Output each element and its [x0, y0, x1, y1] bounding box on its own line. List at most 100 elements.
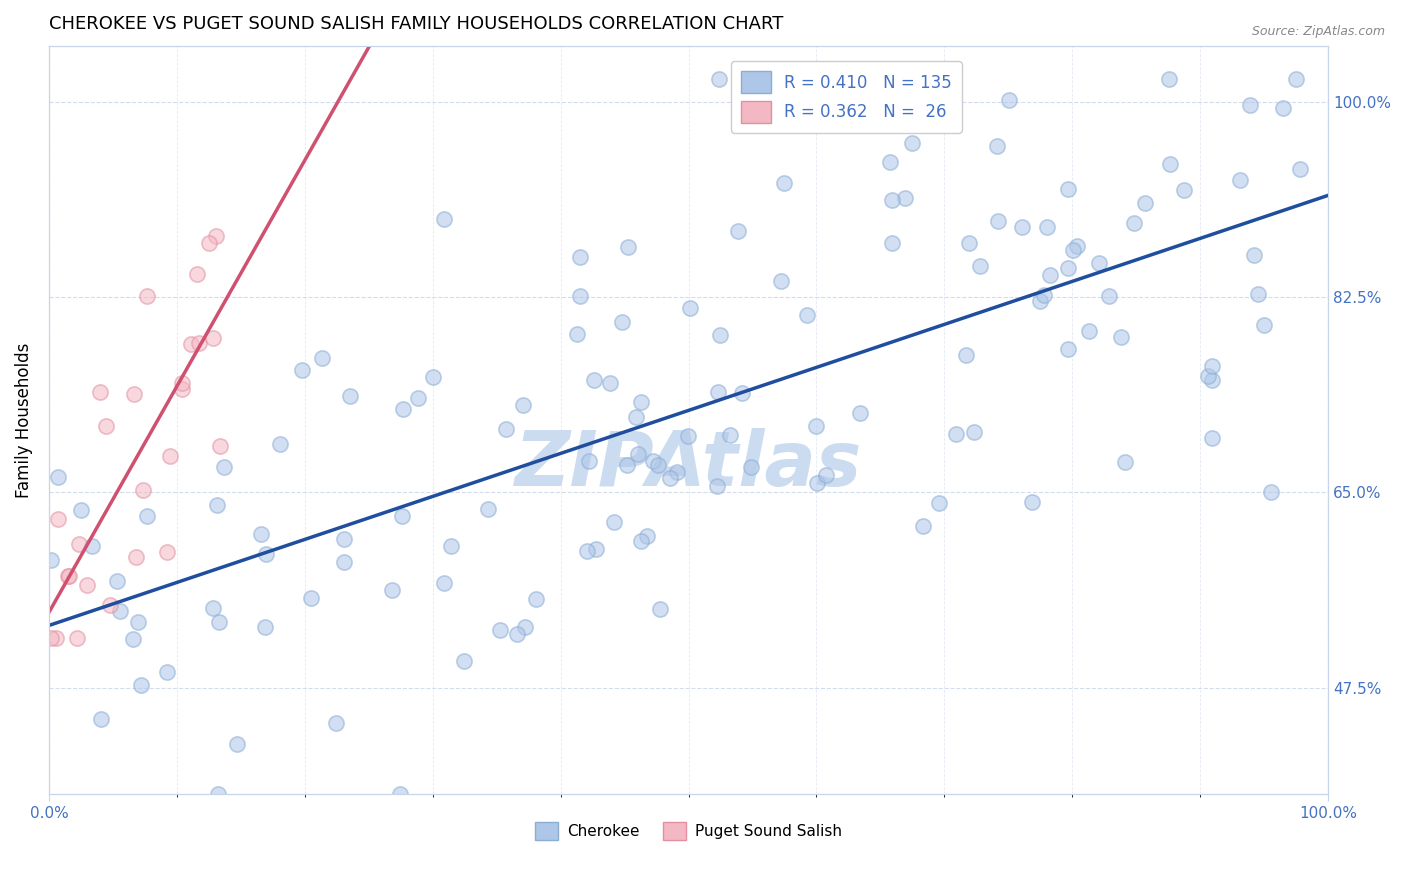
Point [489, 623, 512, 637]
Point [299, 591, 322, 605]
Point [66, 631, 89, 645]
Point [291, 363, 314, 377]
Point [127, 615, 149, 629]
Point [901, 136, 924, 150]
Point [132, 483, 155, 497]
Point [1062, 243, 1084, 257]
Point [80, 540, 103, 554]
Point [626, 409, 648, 424]
Point [945, 427, 967, 442]
Point [1197, 368, 1219, 383]
Point [627, 447, 650, 461]
Point [1029, 293, 1052, 308]
Point [647, 458, 669, 472]
Point [969, 260, 991, 274]
Point [254, 547, 277, 561]
Point [1201, 431, 1223, 445]
Point [882, 236, 904, 251]
Point [718, 428, 741, 442]
Point [45, 631, 67, 645]
Point [636, 529, 658, 543]
Point [1123, 216, 1146, 230]
Point [603, 515, 626, 529]
Point [806, 475, 828, 490]
Point [188, 335, 211, 350]
Point [1243, 248, 1265, 262]
Point [893, 191, 915, 205]
Point [1201, 359, 1223, 374]
Point [39, 631, 62, 645]
Point [433, 212, 456, 227]
Point [928, 496, 950, 510]
Point [709, 328, 731, 343]
Point [998, 93, 1021, 107]
Point [963, 425, 986, 439]
Point [1057, 343, 1080, 357]
Point [1247, 287, 1270, 301]
Point [108, 604, 131, 618]
Point [599, 376, 621, 390]
Point [89, 384, 111, 399]
Point [1114, 454, 1136, 468]
Point [124, 387, 146, 401]
Point [1239, 98, 1261, 112]
Point [1066, 239, 1088, 253]
Point [495, 422, 517, 436]
Legend: Cherokee, Puget Sound Salish: Cherokee, Puget Sound Salish [529, 816, 848, 847]
Point [208, 615, 231, 629]
Point [269, 437, 291, 451]
Point [1260, 485, 1282, 500]
Point [907, 92, 929, 106]
Point [986, 139, 1008, 153]
Point [770, 274, 793, 288]
Point [208, 439, 231, 453]
Point [170, 376, 193, 390]
Point [1077, 325, 1099, 339]
Point [406, 391, 429, 405]
Point [706, 478, 728, 492]
Point [567, 327, 589, 342]
Point [122, 632, 145, 646]
Point [433, 576, 456, 591]
Point [773, 176, 796, 190]
Point [56, 568, 79, 582]
Point [630, 395, 652, 409]
Point [46, 470, 69, 484]
Point [1159, 156, 1181, 170]
Point [391, 401, 413, 416]
Point [1088, 255, 1111, 269]
Point [1038, 268, 1060, 282]
Point [201, 601, 224, 615]
Point [707, 384, 730, 399]
Point [422, 370, 444, 384]
Point [311, 351, 333, 366]
Point [391, 509, 413, 524]
Point [1201, 373, 1223, 387]
Point [1056, 260, 1078, 275]
Point [806, 418, 828, 433]
Point [659, 471, 682, 485]
Point [325, 716, 347, 731]
Point [617, 240, 640, 254]
Point [69, 503, 91, 517]
Y-axis label: Family Households: Family Households [15, 343, 32, 498]
Point [879, 155, 901, 169]
Point [46, 512, 69, 526]
Point [207, 787, 229, 801]
Point [205, 498, 228, 512]
Point [1173, 183, 1195, 197]
Point [198, 235, 221, 250]
Point [39, 553, 62, 567]
Text: Source: ZipAtlas.com: Source: ZipAtlas.com [1251, 25, 1385, 38]
Point [630, 534, 652, 549]
Point [678, 429, 700, 443]
Point [568, 288, 591, 302]
Point [612, 315, 634, 329]
Point [1272, 102, 1295, 116]
Point [186, 267, 208, 281]
Point [440, 539, 463, 553]
Point [616, 458, 638, 472]
Point [740, 460, 762, 475]
Point [156, 665, 179, 680]
Point [332, 555, 354, 569]
